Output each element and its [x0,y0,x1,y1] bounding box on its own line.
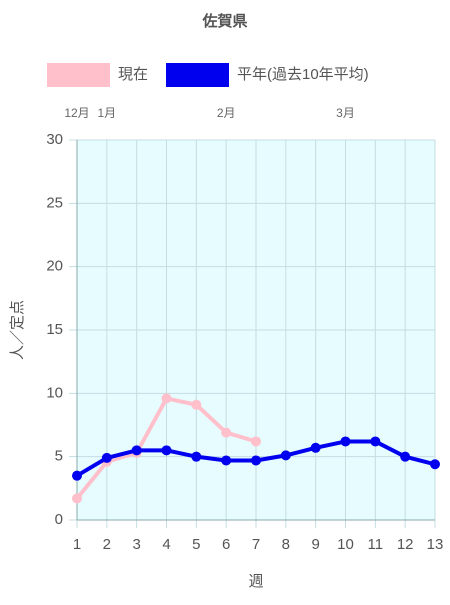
x-tick-label: 9 [311,536,319,553]
y-tick-label: 15 [46,321,63,338]
data-point [340,436,351,447]
data-point [280,450,291,461]
x-tick-label: 8 [282,536,290,553]
legend-swatch [166,63,229,87]
y-tick-label: 0 [55,511,63,528]
data-point [221,427,232,438]
legend-label: 平年(過去10年平均) [237,66,369,83]
x-tick-label: 12 [397,536,414,553]
data-point [251,436,261,447]
legend-label: 現在 [118,66,148,83]
x-tick-label: 2 [103,536,111,553]
data-point [430,459,440,470]
y-tick-label: 5 [55,448,63,465]
y-tick-label: 30 [46,131,63,148]
data-point [191,399,202,410]
data-point [310,442,321,453]
x-tick-label: 6 [222,536,230,553]
x2-tick-label: 12月 [64,106,89,120]
data-point [251,455,261,466]
x-axis-label: 週 [248,573,263,590]
x-tick-label: 7 [252,536,260,553]
x-tick-label: 11 [368,536,384,553]
legend-swatch [47,63,110,87]
x-tick-label: 4 [162,536,170,553]
x-tick-label: 3 [132,536,140,553]
y-tick-label: 20 [46,258,63,275]
data-point [370,436,381,447]
x-tick-label: 5 [192,536,200,553]
y-tick-label: 25 [46,194,63,211]
x2-tick-label: 1月 [97,106,116,120]
data-point [400,451,411,462]
data-point [72,493,82,504]
y-axis-label: 人／定点 [9,300,26,360]
data-point [191,451,202,462]
chart-title: 佐賀県 [201,12,247,30]
data-point [131,445,142,456]
data-point [161,393,172,404]
x-tick-label: 10 [337,536,354,553]
x2-tick-label: 2月 [217,106,236,120]
x-tick-label: 13 [427,536,444,553]
x2-tick-label: 3月 [336,106,355,120]
data-point [221,455,232,466]
data-point [161,445,172,456]
data-point [72,470,82,481]
data-point [101,452,112,463]
y-tick-label: 10 [46,384,63,401]
x-tick-label: 1 [73,536,81,553]
